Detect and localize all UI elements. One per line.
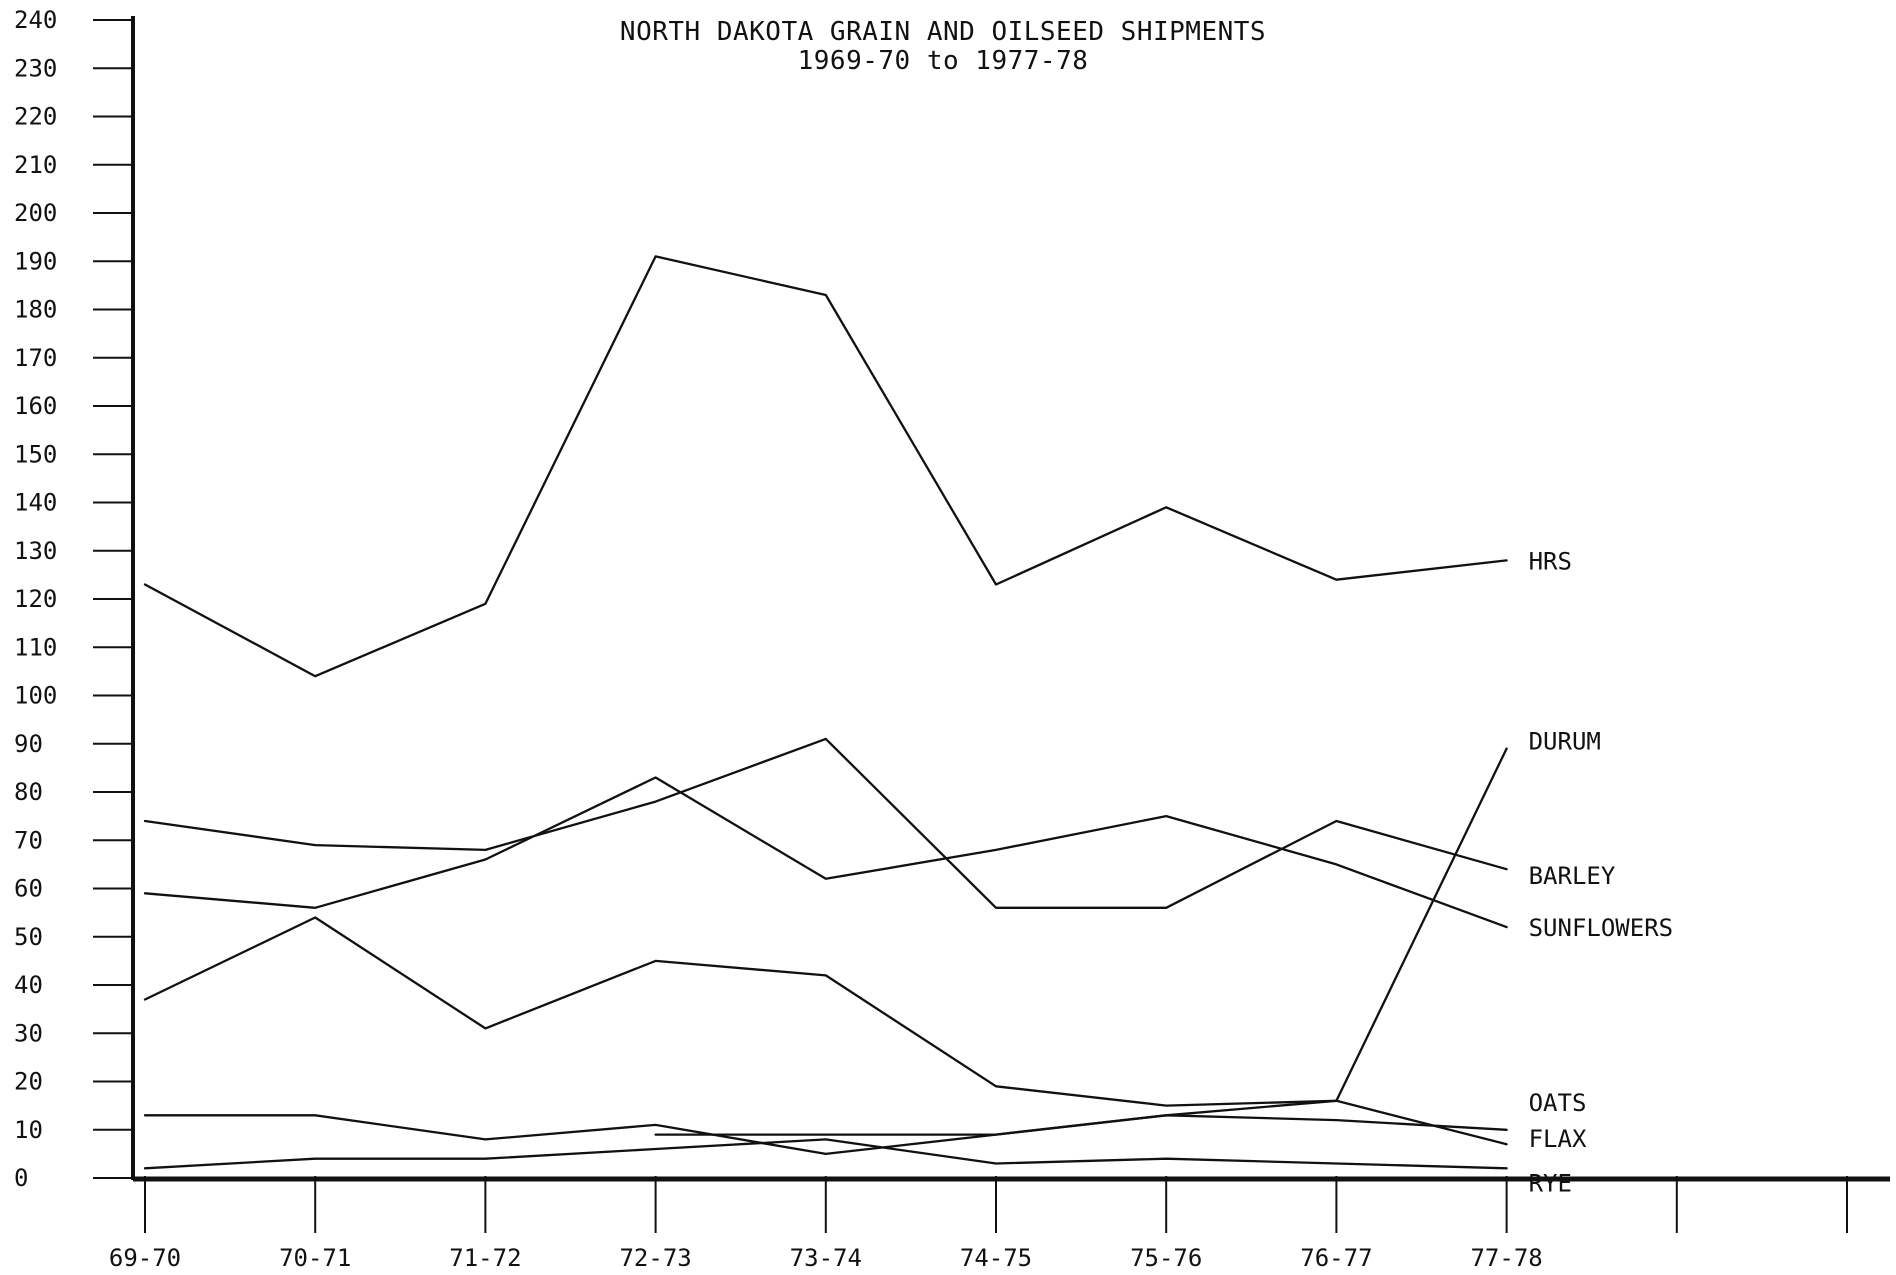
y-tick-label-190: 190 <box>14 247 57 275</box>
x-tick-label-73-74: 73-74 <box>790 1244 862 1272</box>
y-tick-label-100: 100 <box>14 682 57 710</box>
x-tick-label-77-78: 77-78 <box>1470 1244 1542 1272</box>
x-tick-label-75-76: 75-76 <box>1130 1244 1202 1272</box>
y-tick-label-60: 60 <box>14 875 43 903</box>
series-line-flax <box>654 1099 1508 1146</box>
y-tick-label-70: 70 <box>14 826 43 854</box>
y-tick-label-170: 170 <box>14 344 57 372</box>
y-tick-label-40: 40 <box>14 971 43 999</box>
series-line-oats <box>143 1114 1508 1156</box>
y-tick-label-10: 10 <box>14 1116 43 1144</box>
y-tick-label-160: 160 <box>14 392 57 420</box>
y-tick-label-110: 110 <box>14 633 57 661</box>
x-tick-label-74-75: 74-75 <box>960 1244 1032 1272</box>
y-tick-label-140: 140 <box>14 489 57 517</box>
y-tick-label-150: 150 <box>14 440 57 468</box>
y-tick-label-180: 180 <box>14 296 57 324</box>
y-tick-label-240: 240 <box>14 6 57 34</box>
series-label-oats: OATS <box>1529 1089 1587 1117</box>
series-line-sunflowers <box>143 776 1508 929</box>
y-tick-label-220: 220 <box>14 103 57 131</box>
y-tick-label-200: 200 <box>14 199 57 227</box>
series-line-hrs <box>143 255 1508 678</box>
series-line-durum <box>143 747 1508 1107</box>
x-tick-label-72-73: 72-73 <box>619 1244 691 1272</box>
y-tick-label-0: 0 <box>14 1164 28 1192</box>
x-tick-label-69-70: 69-70 <box>109 1244 181 1272</box>
x-tick-label-71-72: 71-72 <box>449 1244 521 1272</box>
y-tick-label-20: 20 <box>14 1068 43 1096</box>
y-tick-label-230: 230 <box>14 54 57 82</box>
y-tick-label-80: 80 <box>14 778 43 806</box>
series-label-hrs: HRS <box>1529 547 1572 575</box>
y-tick-label-90: 90 <box>14 730 43 758</box>
series-label-flax: FLAX <box>1529 1125 1587 1153</box>
series-label-sunflowers: SUNFLOWERS <box>1529 914 1674 942</box>
x-tick-label-70-71: 70-71 <box>279 1244 351 1272</box>
series-line-barley <box>143 737 1508 909</box>
y-tick-label-120: 120 <box>14 585 57 613</box>
series-label-barley: BARLEY <box>1529 862 1616 890</box>
y-tick-label-210: 210 <box>14 151 57 179</box>
series-label-durum: DURUM <box>1529 728 1601 756</box>
x-tick-label-76-77: 76-77 <box>1300 1244 1372 1272</box>
y-tick-label-50: 50 <box>14 923 43 951</box>
y-tick-label-130: 130 <box>14 537 57 565</box>
series-label-rye: RYE <box>1529 1169 1572 1197</box>
series-line-rye <box>143 1138 1508 1170</box>
y-tick-label-30: 30 <box>14 1019 43 1047</box>
